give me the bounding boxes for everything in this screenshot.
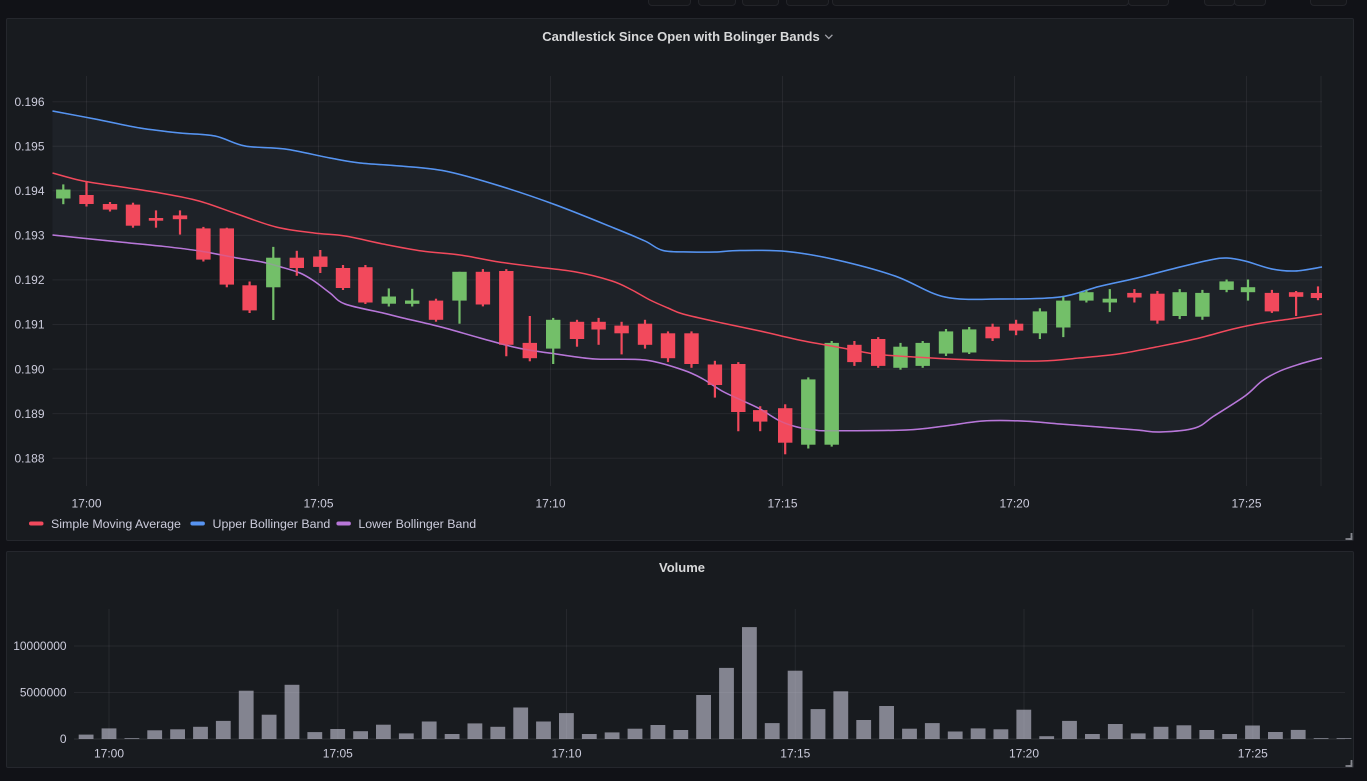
- svg-text:17:10: 17:10: [535, 497, 565, 511]
- svg-text:0.194: 0.194: [14, 184, 44, 198]
- svg-text:17:20: 17:20: [1009, 747, 1039, 761]
- svg-text:0.192: 0.192: [14, 273, 44, 287]
- svg-text:Lower Bollinger Band: Lower Bollinger Band: [358, 517, 476, 531]
- svg-text:17:25: 17:25: [1238, 747, 1268, 761]
- svg-text:0.195: 0.195: [14, 140, 44, 154]
- svg-text:0.188: 0.188: [14, 451, 44, 465]
- svg-text:17:00: 17:00: [71, 497, 101, 511]
- svg-text:0.196: 0.196: [14, 95, 44, 109]
- svg-text:0.193: 0.193: [14, 229, 44, 243]
- svg-text:17:15: 17:15: [780, 747, 810, 761]
- svg-text:0.190: 0.190: [14, 362, 44, 376]
- svg-text:0.191: 0.191: [14, 318, 44, 332]
- svg-text:17:05: 17:05: [323, 747, 353, 761]
- svg-text:17:00: 17:00: [94, 747, 124, 761]
- svg-text:Volume: Volume: [659, 560, 705, 575]
- svg-text:17:20: 17:20: [999, 497, 1029, 511]
- svg-text:0: 0: [60, 732, 67, 746]
- svg-text:17:25: 17:25: [1231, 497, 1261, 511]
- svg-text:17:15: 17:15: [767, 497, 797, 511]
- svg-text:Simple Moving Average: Simple Moving Average: [51, 517, 181, 531]
- svg-text:0.189: 0.189: [14, 407, 44, 421]
- svg-text:Candlestick Since Open with Bo: Candlestick Since Open with Bolinger Ban…: [542, 29, 819, 44]
- svg-text:10000000: 10000000: [13, 639, 67, 653]
- svg-text:5000000: 5000000: [20, 686, 67, 700]
- svg-text:17:05: 17:05: [303, 497, 333, 511]
- svg-text:Upper Bollinger Band: Upper Bollinger Band: [213, 517, 331, 531]
- svg-text:17:10: 17:10: [551, 747, 581, 761]
